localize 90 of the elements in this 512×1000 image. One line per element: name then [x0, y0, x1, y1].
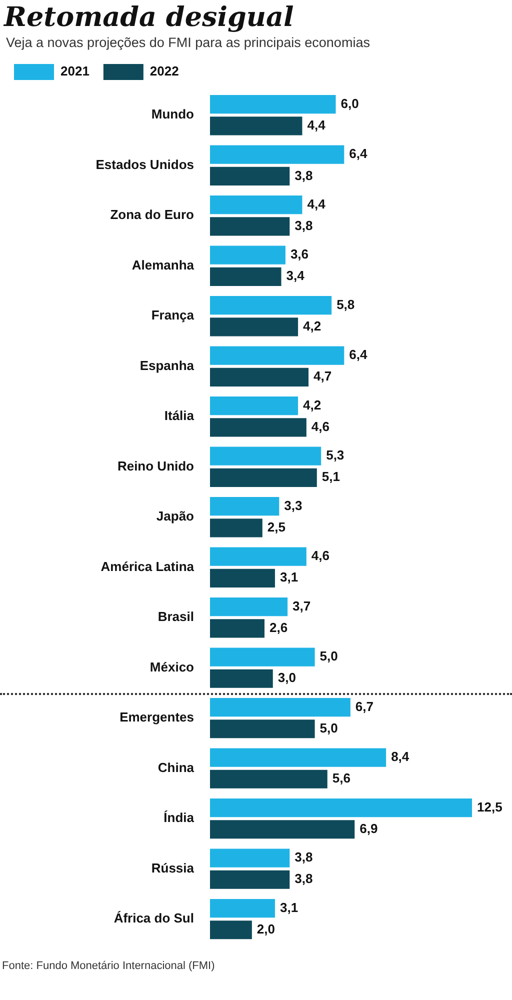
data-label: 2,0 [256, 921, 275, 936]
y-tick-label: Reino Unido [117, 458, 194, 474]
bar [210, 518, 262, 538]
bar [210, 920, 252, 940]
y-tick-label: Rússia [151, 860, 195, 876]
data-label: 3,3 [284, 498, 302, 513]
data-label: 6,4 [349, 347, 368, 362]
bar [210, 418, 306, 437]
legend-label: 2022 [150, 64, 179, 79]
bar [210, 116, 302, 136]
bar [210, 598, 288, 616]
data-label: 2,6 [269, 620, 288, 635]
data-label: 4,7 [314, 368, 332, 384]
data-label: 6,0 [340, 96, 359, 111]
y-tick-label: Espanha [140, 358, 195, 373]
data-label: 4,6 [311, 418, 330, 434]
bar [210, 720, 315, 738]
bar [210, 346, 344, 365]
bar [210, 848, 290, 868]
y-tick-label: Estados Unidos [96, 156, 194, 172]
data-label: 3,4 [286, 268, 306, 284]
y-tick-label: Zona do Euro [110, 207, 194, 222]
bar [210, 698, 350, 717]
data-label: 3,8 [294, 871, 313, 886]
data-label: 5,0 [320, 648, 338, 664]
bar [210, 95, 336, 114]
bar [210, 568, 275, 588]
data-label: 4,4 [307, 118, 326, 133]
data-label: 3,8 [294, 218, 313, 233]
bar [210, 669, 273, 688]
bar [210, 468, 317, 487]
y-tick-label: Índia [164, 810, 195, 826]
y-tick-label: França [151, 308, 195, 323]
data-label: 6,7 [355, 698, 374, 714]
bar [210, 296, 332, 315]
bar [210, 648, 315, 666]
y-tick-label: África do Sul [114, 910, 194, 926]
data-label: 6,4 [349, 146, 368, 162]
data-label: 3,7 [292, 598, 311, 614]
chart-subtitle: Veja a novas projeções do FMI para as principais economias [6, 35, 371, 50]
data-label: 3,1 [280, 570, 298, 585]
data-label: 2,5 [267, 519, 286, 534]
source-note: Fonte: Fundo Monetário Internacional (FMI) [2, 960, 216, 972]
bar [210, 267, 282, 286]
bar [210, 166, 290, 186]
y-tick-label: México [150, 659, 194, 674]
bar [210, 820, 355, 839]
data-label: 5,0 [320, 720, 338, 736]
data-label: 5,8 [336, 296, 355, 312]
bar [210, 217, 290, 236]
chart-title: Retomada desigual [4, 2, 295, 33]
y-tick-label: América Latina [100, 558, 195, 574]
data-label: 5,1 [322, 469, 340, 484]
data-label: 8,4 [391, 749, 410, 764]
bar [210, 396, 298, 416]
legend-label: 2021 [60, 64, 90, 79]
bar [210, 446, 322, 466]
y-tick-label: Itália [164, 408, 195, 424]
data-label: 3,8 [294, 168, 313, 183]
data-label: 3,6 [290, 246, 309, 262]
bar [210, 870, 290, 889]
data-label: 4,4 [307, 196, 326, 212]
y-tick-label: Alemanha [132, 257, 195, 272]
bar [210, 748, 386, 767]
y-tick-label: China [158, 760, 195, 775]
bar [210, 318, 298, 336]
bar [210, 196, 302, 214]
y-tick-label: Brasil [158, 609, 194, 624]
data-label: 5,3 [326, 448, 344, 463]
data-label: 4,2 [303, 397, 322, 412]
data-label: 3,8 [294, 850, 313, 865]
bar [210, 619, 264, 638]
bar [210, 798, 472, 818]
bar [210, 145, 344, 164]
bar [210, 497, 280, 516]
bar [210, 770, 328, 788]
bar [210, 547, 306, 566]
bar [210, 368, 309, 386]
data-label: 3,1 [280, 900, 298, 915]
bar [210, 898, 275, 918]
data-label: 5,6 [332, 770, 350, 786]
y-tick-label: Japão [156, 508, 194, 524]
data-label: 4,2 [303, 318, 322, 334]
data-label: 4,6 [311, 548, 330, 564]
y-tick-label: Mundo [151, 106, 194, 122]
bar [210, 246, 286, 264]
y-tick-label: Emergentes [120, 710, 194, 725]
data-label: 3,0 [278, 670, 296, 686]
data-label: 6,9 [360, 820, 378, 836]
data-label: 12,5 [477, 799, 502, 814]
